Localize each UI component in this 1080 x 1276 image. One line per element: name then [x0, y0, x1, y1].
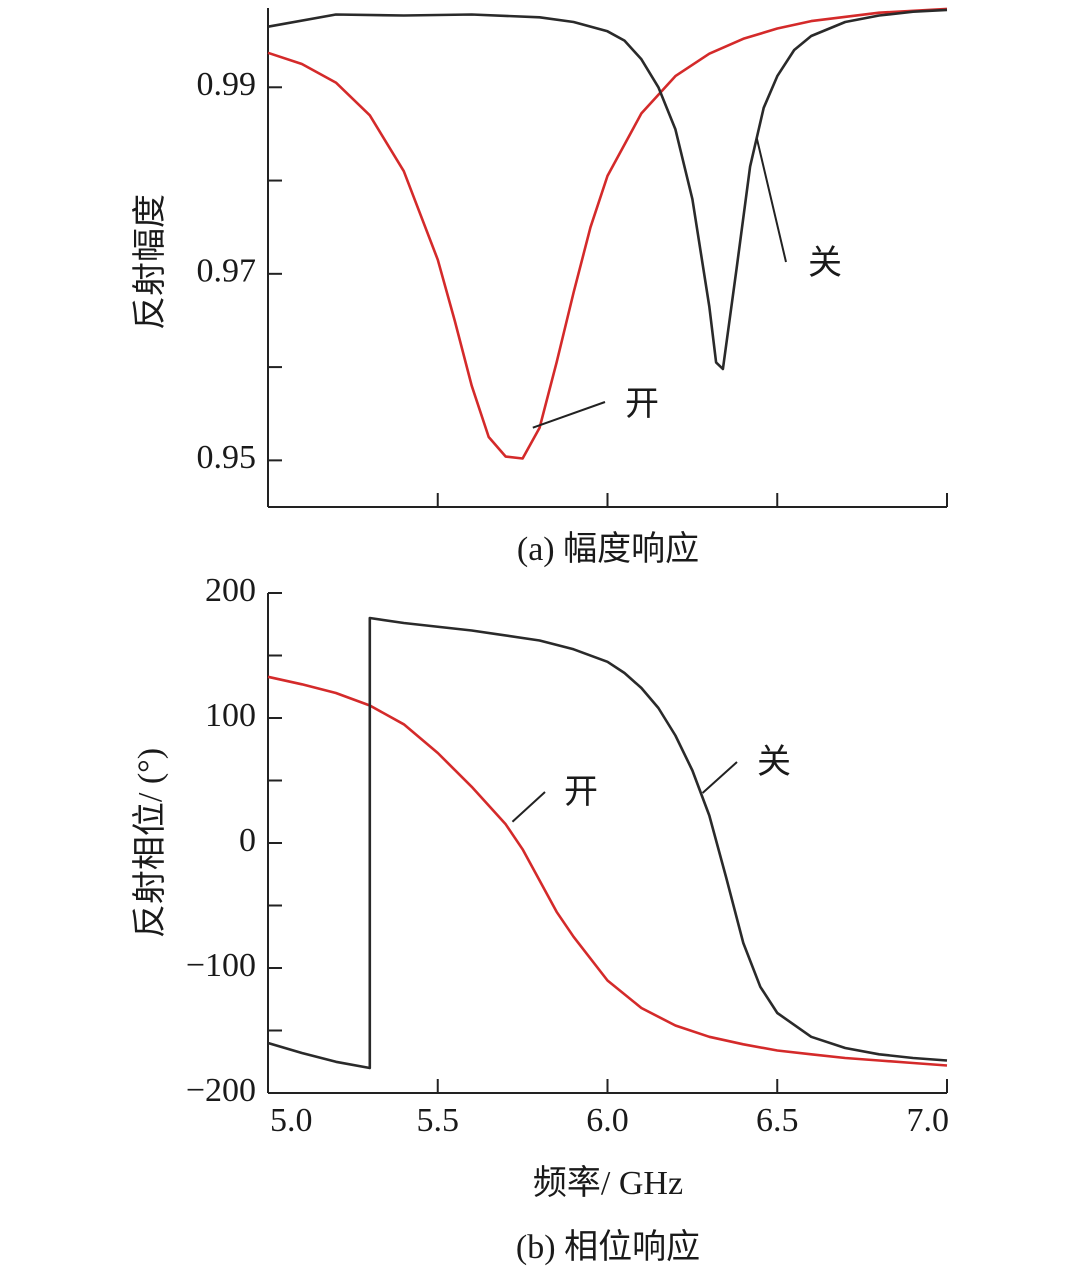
amplitude-series-off-line — [267, 8, 948, 371]
phase-annotations: 开关 — [511, 744, 791, 823]
phase-annotation-on-leader — [511, 791, 546, 823]
phase-y-tick-label: −200 — [186, 1072, 256, 1109]
phase-annotation-off-label: 关 — [757, 744, 791, 781]
phase-y-tick-label: −100 — [186, 947, 256, 984]
phase-series — [267, 616, 948, 1070]
amplitude-annotation-on-label: 开 — [625, 386, 659, 423]
phase-y-tick-label: 100 — [205, 697, 256, 734]
amplitude-chart: 0.990.970.95 开关 反射幅度 (a) 幅度响应 — [131, 7, 948, 568]
amplitude-y-axis-title: 反射幅度 — [131, 194, 169, 330]
amplitude-ticks: 0.99 0.97 0.95 — [197, 66, 948, 507]
amplitude-y-tick-label: 0.97 — [197, 253, 257, 290]
phase-ticks: 200 100 0 −100 −200 5.0 5.5 6.0 6.5 7.0 — [186, 572, 949, 1139]
phase-annotation-on-label: 开 — [564, 774, 598, 811]
amplitude-annotation-off-leader — [755, 138, 787, 263]
phase-y-tick-label: 200 — [205, 572, 256, 609]
phase-y-axis-title: 反射相位/ (°) — [131, 748, 169, 938]
amplitude-series — [267, 7, 948, 460]
amplitude-caption: (a) 幅度响应 — [517, 530, 699, 568]
amplitude-series-on-line — [267, 7, 948, 460]
phase-annotation-off-leader — [701, 761, 738, 794]
phase-x-tick-label: 5.0 — [270, 1102, 313, 1139]
phase-x-tick-label: 6.5 — [756, 1102, 799, 1139]
phase-y-tick-label: 0 — [239, 822, 256, 859]
phase-x-tick-label: 6.0 — [586, 1102, 629, 1139]
amplitude-y-tick-label: 0.95 — [197, 439, 257, 476]
amplitude-annotation-off-label: 关 — [808, 245, 842, 282]
amplitude-y-tick-label: 0.99 — [197, 66, 257, 103]
phase-x-tick-label: 7.0 — [907, 1102, 950, 1139]
phase-caption: (b) 相位响应 — [516, 1228, 700, 1266]
phase-series-off-line — [267, 616, 948, 1070]
phase-x-axis-title: 频率/ GHz — [533, 1164, 683, 1202]
amplitude-annotations: 开关 — [532, 138, 842, 429]
amplitude-annotation-on-leader — [532, 401, 606, 429]
phase-x-tick-label: 5.5 — [417, 1102, 460, 1139]
phase-series-on-line — [267, 675, 948, 1067]
